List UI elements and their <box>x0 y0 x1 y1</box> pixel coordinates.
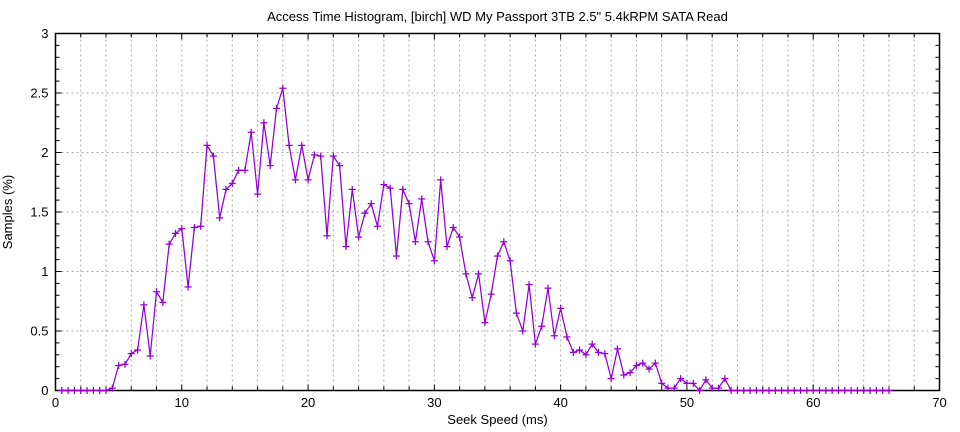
chart-title: Access Time Histogram, [birch] WD My Pas… <box>267 9 728 24</box>
y-tick-label: 3 <box>41 26 48 41</box>
gridlines <box>56 34 939 390</box>
x-tick-label: 30 <box>427 395 441 410</box>
y-tick-labels: 0 0.5 1 1.5 2 2.5 3 <box>30 26 48 398</box>
x-tick-label: 60 <box>806 395 820 410</box>
data-line <box>61 87 889 392</box>
x-tick-label: 70 <box>932 395 946 410</box>
x-tick-label: 0 <box>52 395 59 410</box>
x-tick-label: 50 <box>680 395 694 410</box>
y-tick-label: 2.5 <box>30 86 48 101</box>
x-tick-label: 10 <box>175 395 189 410</box>
data-markers <box>58 84 893 394</box>
x-axis-label: Seek Speed (ms) <box>447 412 548 427</box>
y-tick-label: 2 <box>41 145 48 160</box>
y-tick-label: 1 <box>41 264 48 279</box>
y-tick-label: 0 <box>41 383 48 398</box>
plot-border <box>54 32 941 392</box>
x-tick-label: 20 <box>301 395 315 410</box>
y-tick-label: 1.5 <box>30 205 48 220</box>
border-rect <box>54 32 941 392</box>
x-tick-label: 40 <box>553 395 567 410</box>
y-tick-label: 0.5 <box>30 324 48 339</box>
x-tick-labels: 0 10 20 30 40 50 60 70 <box>52 395 947 410</box>
data-series <box>58 84 893 394</box>
